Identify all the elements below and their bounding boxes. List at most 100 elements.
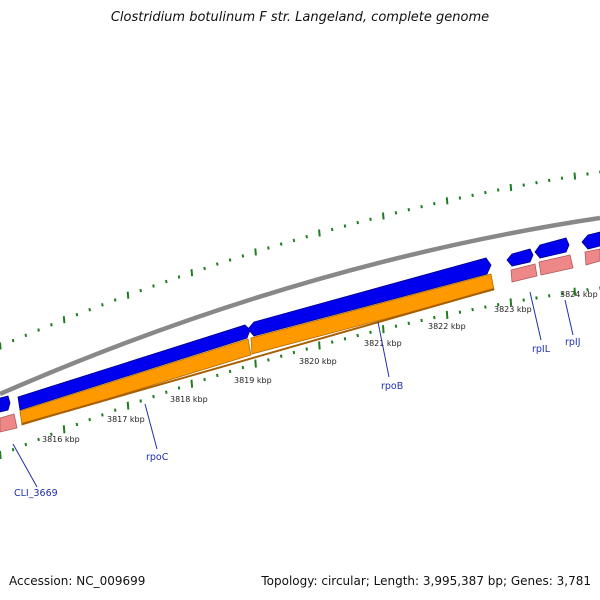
gene-label-rpoB[interactable]: rpoB xyxy=(381,381,403,392)
inner-tick xyxy=(509,298,513,307)
gene-label-rpIJ[interactable]: rpIJ xyxy=(565,337,581,348)
outer-tick xyxy=(62,316,66,324)
outer-tick xyxy=(101,303,104,307)
outer-tick xyxy=(586,172,589,176)
inner-tick xyxy=(254,359,257,368)
outer-tick xyxy=(535,181,538,185)
ruler-label-3817: 3817 kbp xyxy=(107,415,145,424)
inner-tick xyxy=(11,448,15,452)
inner-tick xyxy=(24,442,28,447)
inner-tick-ruler xyxy=(0,286,600,460)
outer-tick xyxy=(394,211,398,215)
inner-tick xyxy=(445,310,449,319)
inner-tick xyxy=(458,310,462,314)
outer-tick-ruler xyxy=(0,170,600,350)
outer-tick xyxy=(445,197,449,205)
rna-right-edge xyxy=(584,248,600,266)
outer-tick xyxy=(267,246,270,250)
inner-tick xyxy=(75,422,79,427)
gene-label-CLI_3669[interactable]: CLI_3669 xyxy=(14,488,58,499)
inner-tick xyxy=(126,401,130,410)
outer-tick xyxy=(139,288,142,293)
outer-tick xyxy=(165,279,168,284)
inner-tick xyxy=(241,365,245,370)
outer-tick xyxy=(279,242,283,246)
outer-tick xyxy=(573,172,577,180)
inner-tick xyxy=(228,369,232,374)
inner-tick xyxy=(50,432,53,436)
gene-arrow-right-edge xyxy=(581,231,600,250)
outer-tick xyxy=(292,238,296,243)
inner-tick xyxy=(496,303,500,307)
outer-tick xyxy=(254,248,257,256)
inner-tick xyxy=(190,379,194,388)
inner-tick xyxy=(101,413,104,417)
outer-tick xyxy=(318,229,321,237)
inner-tick xyxy=(407,321,411,325)
outer-tick xyxy=(560,176,564,180)
inner-tick xyxy=(165,390,168,394)
outer-tick xyxy=(11,338,15,343)
inner-tick xyxy=(382,325,385,334)
ruler-label-3816: 3816 kbp xyxy=(42,435,80,444)
outer-tick xyxy=(458,196,462,200)
outer-tick xyxy=(228,258,232,262)
ruler-label-3824: 3824 kbp xyxy=(560,290,598,299)
rna-rpIJ xyxy=(538,254,574,276)
outer-tick xyxy=(369,217,372,221)
outer-tick xyxy=(330,227,334,232)
inner-tick xyxy=(267,358,270,362)
inner-tick xyxy=(152,394,155,399)
inner-tick xyxy=(535,296,538,300)
forward-strand-genes xyxy=(0,231,600,413)
outer-tick xyxy=(88,308,91,312)
outer-tick xyxy=(24,333,28,337)
outer-tick xyxy=(433,202,436,206)
gene-arrow-rpIL-forward xyxy=(506,248,534,267)
outer-tick xyxy=(190,269,194,277)
outer-tick xyxy=(177,275,181,279)
ruler-labels: 3816 kbp 3817 kbp 3818 kbp 3819 kbp 3820… xyxy=(42,290,598,444)
outer-tick xyxy=(407,208,411,212)
leader-rpoC xyxy=(144,403,158,450)
gene-leader-lines xyxy=(12,291,574,488)
gene-label-rpoC[interactable]: rpoC xyxy=(146,452,169,463)
inner-tick xyxy=(62,425,66,434)
outer-tick xyxy=(356,220,359,225)
ruler-label-3818: 3818 kbp xyxy=(170,395,208,404)
outer-tick xyxy=(547,178,551,183)
ruler-label-3820: 3820 kbp xyxy=(299,357,337,366)
leader-rpoB xyxy=(377,321,390,378)
outer-tick xyxy=(126,291,130,299)
inner-tick xyxy=(37,437,40,442)
rna-strand xyxy=(0,248,600,433)
outer-tick xyxy=(471,193,474,197)
inner-tick xyxy=(139,399,142,403)
inner-tick xyxy=(88,417,91,422)
inner-tick xyxy=(0,450,2,460)
topology-text: Topology: circular; Length: 3,995,387 bp… xyxy=(261,574,591,588)
ruler-label-3823: 3823 kbp xyxy=(494,305,532,314)
inner-tick xyxy=(586,288,589,292)
gene-arrow-left-edge xyxy=(0,395,11,413)
outer-tick xyxy=(0,342,2,350)
outer-tick xyxy=(37,328,40,332)
rna-left-edge xyxy=(0,413,18,433)
inner-tick xyxy=(177,386,181,390)
inner-tick xyxy=(420,318,423,323)
genome-backbone xyxy=(0,215,600,397)
inner-tick xyxy=(330,340,334,344)
outer-tick xyxy=(420,205,423,209)
gene-label-rpIL[interactable]: rpIL xyxy=(532,344,551,355)
outer-tick xyxy=(241,254,245,258)
outer-tick xyxy=(496,188,500,192)
inner-tick xyxy=(356,333,359,338)
ruler-label-3819: 3819 kbp xyxy=(234,376,272,385)
inner-tick xyxy=(560,292,564,296)
inner-tick xyxy=(471,307,474,312)
gene-labels: CLI_3669 rpoC rpoB rpIL rpIJ xyxy=(14,337,581,499)
inner-tick xyxy=(203,377,206,382)
gene-arrow-rpIJ-forward xyxy=(534,237,570,259)
inner-tick xyxy=(318,341,321,350)
outer-tick xyxy=(522,183,525,187)
